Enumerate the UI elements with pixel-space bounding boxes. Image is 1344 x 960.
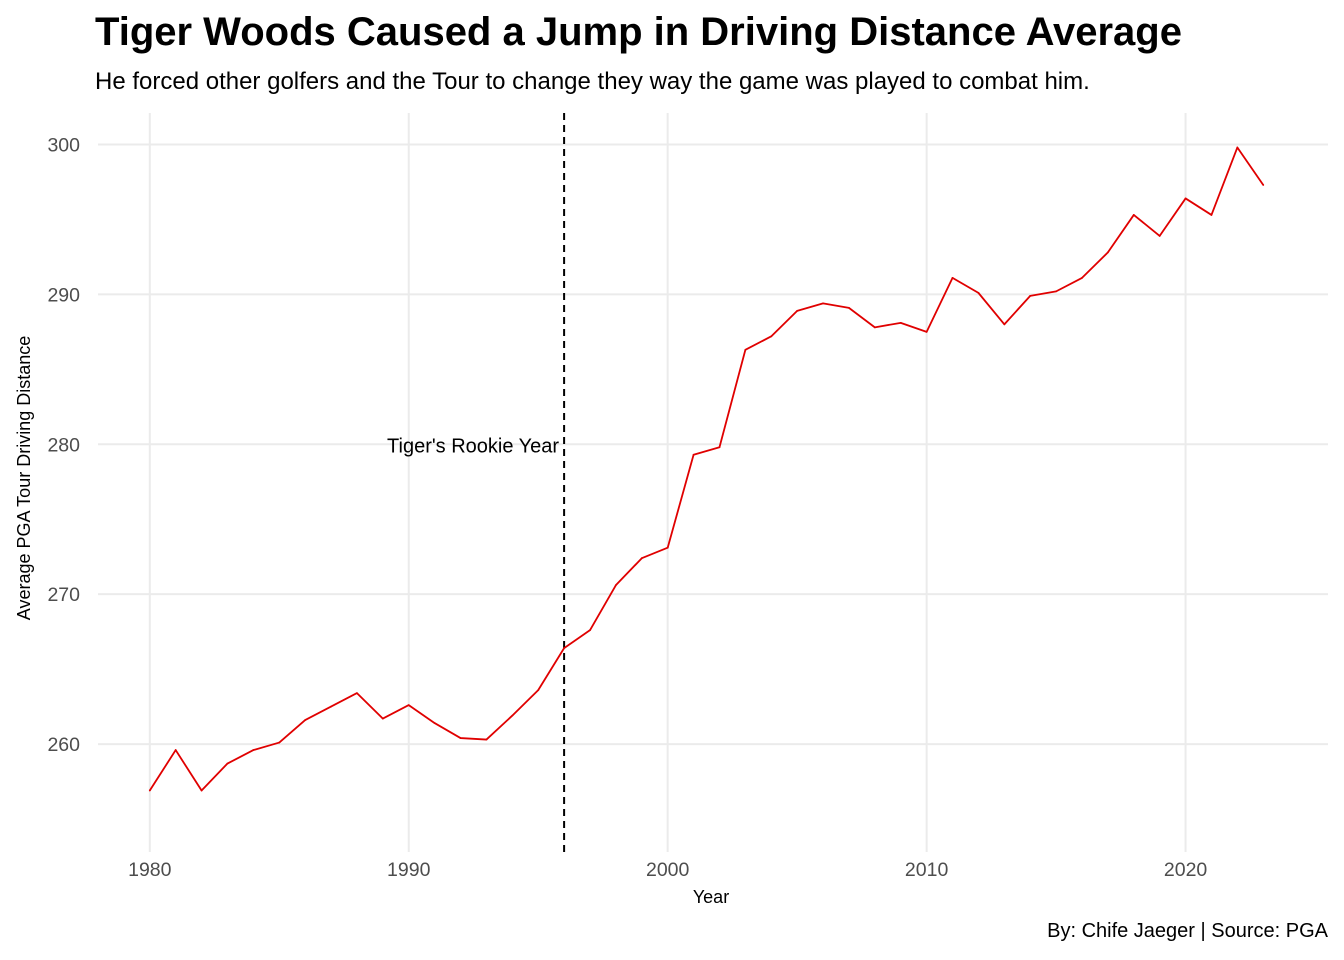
data-point-1996 <box>563 647 566 650</box>
data-point-2004 <box>770 335 773 338</box>
series-line-0 <box>149 146 1265 792</box>
x-tick-label-1990: 1990 <box>387 859 431 881</box>
x-tick-label-1980: 1980 <box>128 859 172 881</box>
data-point-2018 <box>1132 214 1135 216</box>
data-point-1993 <box>485 738 488 741</box>
data-point-2010 <box>925 330 928 333</box>
rookie-year-label: Tiger's Rookie Year <box>387 435 559 457</box>
data-point-1998 <box>614 584 617 587</box>
data-point-1990 <box>407 704 410 706</box>
chart-title: Tiger Woods Caused a Jump in Driving Dis… <box>95 10 1182 54</box>
data-point-2006 <box>822 302 824 305</box>
data-point-2002 <box>718 446 721 449</box>
data-point-1983 <box>226 762 229 765</box>
data-point-2007 <box>848 306 850 309</box>
data-point-1997 <box>589 629 591 632</box>
data-point-2000 <box>666 546 669 549</box>
data-point-2009 <box>899 321 902 324</box>
data-point-2021 <box>1210 214 1213 216</box>
data-point-1994 <box>511 714 514 717</box>
data-point-2019 <box>1158 235 1161 237</box>
reference-layer: Tiger's Rookie Year <box>387 113 566 852</box>
data-point-1987 <box>330 705 332 708</box>
data-point-2017 <box>1106 251 1109 254</box>
y-tick-label-300: 300 <box>47 134 80 156</box>
data-point-1995 <box>537 689 540 692</box>
data-point-2011 <box>951 276 954 279</box>
tick-layer: 260 270 280 290 300 1980 1990 2000 2010 2020 <box>47 134 1207 881</box>
y-tick-label-270: 270 <box>47 584 80 606</box>
y-tick-label-260: 260 <box>47 734 80 756</box>
data-point-2015 <box>1055 290 1058 293</box>
data-point-1991 <box>433 722 436 724</box>
data-point-1980 <box>148 789 151 792</box>
data-point-2005 <box>796 309 799 312</box>
data-point-1982 <box>200 789 203 792</box>
x-tick-label-2010: 2010 <box>905 859 949 881</box>
grid-layer <box>98 113 1328 852</box>
data-point-1981 <box>174 749 177 751</box>
data-point-2003 <box>744 348 747 351</box>
y-tick-label-280: 280 <box>47 434 80 456</box>
data-point-1999 <box>640 557 643 560</box>
data-point-1985 <box>278 741 281 744</box>
data-point-2013 <box>1003 323 1006 326</box>
y-tick-label-290: 290 <box>47 284 80 306</box>
x-axis-title: Year <box>693 887 729 907</box>
data-point-1988 <box>356 692 358 695</box>
data-point-1986 <box>304 719 307 721</box>
data-point-2008 <box>873 326 876 329</box>
data-point-2001 <box>692 453 695 456</box>
data-point-2022 <box>1236 146 1239 149</box>
data-point-1984 <box>252 749 255 751</box>
data-point-2016 <box>1081 276 1083 279</box>
data-point-2014 <box>1029 294 1032 297</box>
chart-subtitle: He forced other golfers and the Tour to … <box>95 68 1090 95</box>
chart-caption: By: Chife Jaeger | Source: PGA <box>1047 920 1328 942</box>
data-point-2020 <box>1184 197 1187 200</box>
series-layer <box>148 146 1265 792</box>
x-tick-label-2020: 2020 <box>1164 859 1208 881</box>
x-tick-label-2000: 2000 <box>646 859 690 881</box>
data-point-2012 <box>977 291 980 294</box>
data-point-1992 <box>459 737 462 739</box>
data-point-1989 <box>381 717 384 720</box>
y-axis-title: Average PGA Tour Driving Distance <box>14 336 34 620</box>
data-point-2023 <box>1262 184 1265 186</box>
